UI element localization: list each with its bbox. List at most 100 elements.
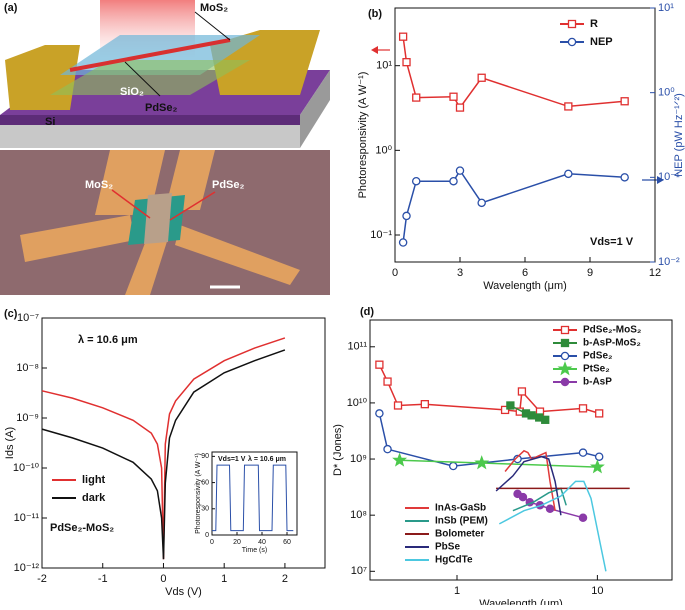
inset-background (212, 452, 297, 535)
y2-tick-label: 10⁰ (658, 87, 675, 99)
axis-arrow (371, 46, 378, 54)
y-tick-label: 10⁸ (350, 509, 367, 521)
marker (541, 415, 550, 424)
legend-marker (560, 351, 570, 361)
marker (578, 404, 588, 413)
legend-label: NEP (590, 36, 613, 48)
series-line (378, 413, 600, 467)
y2-tick-label: 10⁻² (658, 256, 680, 268)
y-axis-label: Photoresponsivity (A W⁻¹) (357, 72, 369, 199)
x-tick-label: 0 (160, 573, 166, 585)
marker (513, 454, 522, 464)
y-tick-label: 10⁹ (350, 453, 367, 465)
marker (398, 32, 408, 41)
y-tick-label: 10⁰ (375, 144, 392, 156)
legend-marker (557, 361, 573, 376)
marker (383, 444, 392, 454)
y-tick-label: 10¹¹ (347, 341, 367, 353)
x-tick-label: 2 (282, 573, 288, 585)
chart: 1 10 10⁷ 10⁸ 10⁹ 10¹⁰ 10¹¹ Wavelength (μm) D* (J… (332, 306, 673, 610)
marker (578, 448, 588, 457)
y-tick-label: 10¹⁰ (347, 397, 368, 409)
plot-frame (394, 7, 656, 263)
legend-label: Bolometer (435, 529, 485, 540)
panel-label: (c) (4, 308, 18, 320)
marker (420, 400, 429, 409)
annotation: λ = 10.6 μm (248, 455, 286, 463)
marker (449, 92, 458, 101)
layer-label: Si (45, 116, 55, 128)
legend-label: PtSe₂ (583, 364, 610, 375)
x-axis-label: Wavelength (μm) (479, 598, 563, 605)
layer-label: SiO₂ (120, 86, 144, 98)
chart: 0 3 6 9 12 10⁻¹ 10⁰ 10¹ 10⁻² 10⁻¹ 10⁰ 10¹ Wavelength… (357, 2, 685, 292)
x-tick-label: 60 (283, 539, 291, 546)
legend-label: PbSe (435, 542, 460, 553)
marker (477, 73, 486, 82)
marker (594, 452, 604, 461)
layer-label: PdSe₂ (145, 102, 178, 114)
marker (477, 198, 486, 208)
x-axis-label: Wavelength (μm) (483, 280, 567, 292)
marker (564, 102, 573, 111)
marker (500, 405, 510, 415)
marker (411, 176, 421, 186)
plot-frame (211, 451, 298, 536)
y-tick-label: 90 (201, 453, 209, 460)
marker (589, 459, 605, 474)
marker (564, 169, 573, 179)
marker (506, 401, 515, 410)
marker (517, 387, 527, 396)
y-tick-label: 10⁻¹¹ (14, 512, 40, 524)
y-tick-label: 10⁻⁸ (16, 362, 39, 374)
marker (402, 211, 411, 221)
marker (545, 504, 555, 514)
series-line (402, 169, 625, 243)
optical-image (0, 150, 330, 295)
y-tick-label: 10⁷ (351, 565, 367, 577)
y2-axis-label: NEP (pW Hz⁻¹ᐟ²) (673, 93, 685, 177)
marker (375, 409, 384, 418)
x-tick-label: 20 (233, 539, 241, 546)
series-line (495, 455, 562, 516)
panel-label: (b) (368, 8, 382, 20)
panel-label: (d) (360, 306, 374, 318)
marker (518, 492, 528, 502)
marker (455, 166, 465, 175)
y-tick-label: 60 (201, 479, 209, 486)
legend-label: R (590, 18, 598, 30)
annotation: Vds=1 V (590, 236, 634, 248)
legend-label: PdSe₂ (583, 351, 612, 362)
legend-label: light (82, 474, 106, 486)
plot-frame (369, 319, 673, 581)
marker (620, 97, 629, 106)
x-tick-label: 12 (649, 267, 661, 279)
x-tick-label: 9 (587, 267, 593, 279)
marker (595, 409, 604, 418)
axis-arrow (657, 176, 664, 184)
x-tick-label: 0 (210, 539, 214, 546)
chart: 0 20 40 60 0 30 60 90 Time (s) Photoresponsivity … (195, 451, 298, 554)
legend-label: InAs-GaSb (435, 503, 486, 514)
x-tick-label: 40 (258, 539, 266, 546)
x-tick-label: 6 (522, 267, 528, 279)
legend-marker (567, 19, 577, 29)
marker (578, 513, 588, 522)
marker (448, 461, 458, 471)
marker (412, 93, 421, 102)
x-axis-label: Time (s) (242, 547, 267, 554)
annotation: λ = 10.6 μm (78, 334, 138, 346)
annotation: PdSe₂-MoS₂ (50, 522, 114, 534)
marker (392, 452, 408, 467)
x-tick-label: 10 (591, 585, 603, 597)
legend-label: InSb (PEM) (435, 516, 488, 527)
series-line (378, 364, 600, 415)
plot-frame (41, 317, 326, 569)
device-schematic (0, 0, 330, 148)
x-tick-label: 0 (392, 267, 398, 279)
panel-label: (a) (4, 2, 18, 14)
y-tick-label: 0 (205, 532, 209, 539)
chart: -2 -1 0 1 2 10⁻¹² 10⁻¹¹ 10⁻¹⁰ 10⁻⁹ 10⁻⁸ 10⁻⁷ Vds (V… (4, 308, 326, 598)
y-tick-label: 10⁻¹ (370, 229, 392, 241)
